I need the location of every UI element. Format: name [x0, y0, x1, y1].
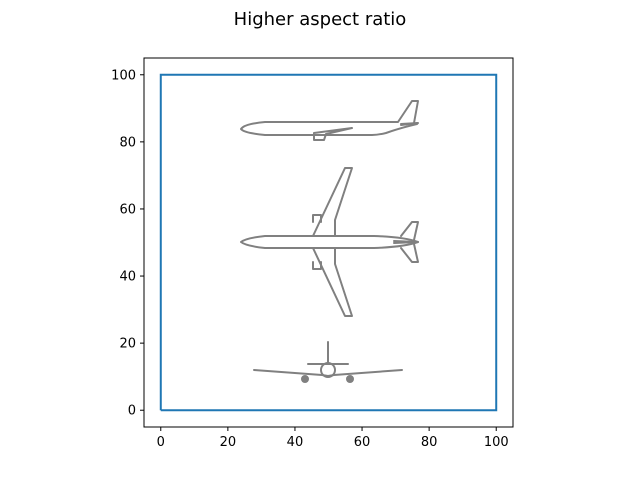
series-line-0 — [159, 73, 498, 412]
y-tick-label: 40 — [119, 270, 136, 285]
y-tick-label: 100 — [111, 68, 136, 83]
y-tick-label: 0 — [128, 404, 136, 419]
x-axis-ticks: 0 20 40 60 80 100 — [157, 427, 509, 450]
y-tick-label: 60 — [119, 202, 136, 217]
axes-frame — [143, 57, 514, 428]
x-tick-label: 100 — [484, 435, 509, 450]
x-tick-label: 40 — [287, 435, 304, 450]
series-layer — [159, 73, 498, 412]
y-tick-label: 20 — [119, 337, 136, 352]
airplane-top-view-icon — [240, 167, 419, 317]
y-axis-ticks: 0 20 40 60 80 100 — [111, 68, 144, 419]
x-tick-label: 60 — [354, 435, 371, 450]
x-tick-label: 20 — [220, 435, 237, 450]
airplane-front-view-icon — [253, 341, 403, 383]
plot-area: 0 20 40 60 80 100 0 20 40 60 80 100 — [111, 57, 514, 450]
chart-title: Higher aspect ratio — [234, 9, 407, 30]
airplane-side-view-icon — [240, 100, 419, 141]
x-tick-label: 80 — [421, 435, 438, 450]
y-tick-label: 80 — [119, 135, 136, 150]
x-tick-label: 0 — [157, 435, 165, 450]
